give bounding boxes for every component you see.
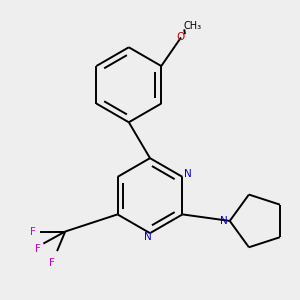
Text: F: F xyxy=(49,257,55,268)
Text: O: O xyxy=(177,32,185,43)
Text: F: F xyxy=(30,226,35,236)
Text: N: N xyxy=(220,216,228,226)
Text: F: F xyxy=(34,244,40,254)
Text: CH₃: CH₃ xyxy=(183,21,202,31)
Text: N: N xyxy=(145,232,152,242)
Text: N: N xyxy=(184,169,192,179)
